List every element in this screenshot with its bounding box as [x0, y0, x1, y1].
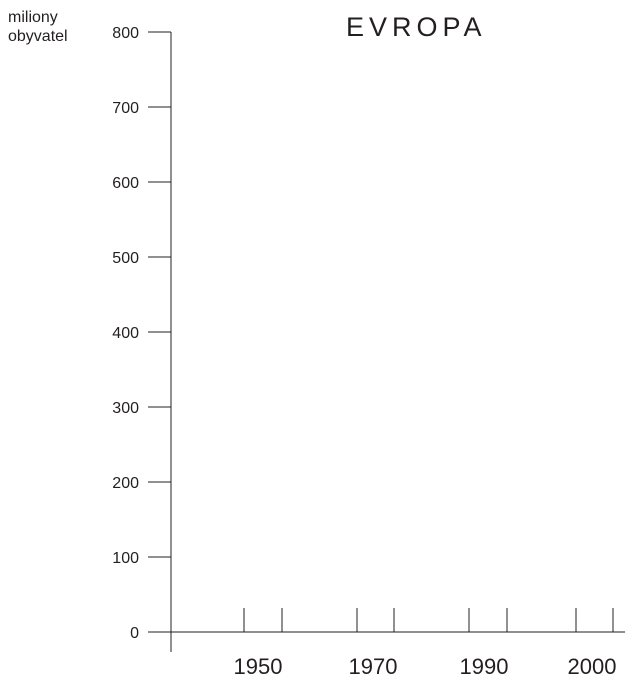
x-tick-label: 1990 — [460, 654, 509, 677]
y-axis-label-line-2: obyvatel — [8, 28, 68, 45]
y-axis-ticks: 0 100 200 300 400 500 600 700 800 — [112, 25, 171, 642]
chart-axes — [148, 32, 625, 652]
y-tick-label: 800 — [112, 25, 139, 42]
bar-slots — [243, 608, 614, 632]
y-tick-label: 500 — [112, 250, 139, 267]
y-tick-label: 200 — [112, 475, 139, 492]
x-tick-label: 1970 — [349, 654, 398, 677]
y-tick-label: 600 — [112, 175, 139, 192]
x-tick-label: 1950 — [234, 654, 283, 677]
y-tick-label: 100 — [112, 550, 139, 567]
x-tick-label: 2000 — [568, 654, 617, 677]
y-axis-label-line-1: miliony — [8, 9, 58, 26]
chart-title: EVROPA — [346, 12, 487, 42]
y-axis-label: miliony obyvatel — [8, 8, 68, 46]
y-tick-label: 300 — [112, 400, 139, 417]
y-tick-label: 400 — [112, 325, 139, 342]
x-axis-tick-labels: 1950 1970 1990 2000 — [234, 654, 617, 677]
y-tick-label: 0 — [130, 625, 139, 642]
y-tick-label: 700 — [112, 100, 139, 117]
